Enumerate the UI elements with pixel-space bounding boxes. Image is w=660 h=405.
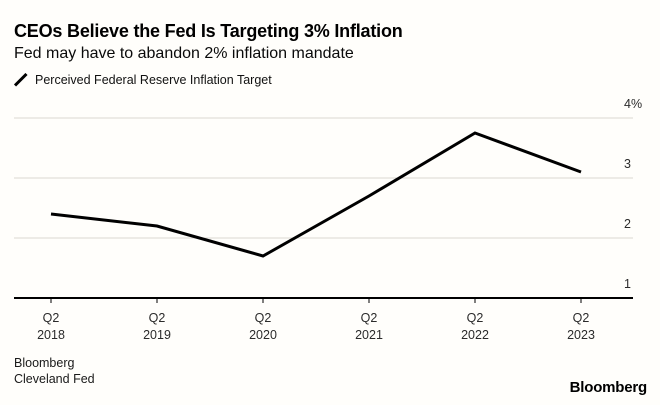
y-axis-label: 1 xyxy=(624,277,631,291)
y-axis-label: 4% xyxy=(624,97,642,111)
series-line xyxy=(50,131,582,258)
source-line-1: Bloomberg xyxy=(14,356,75,370)
chart-subtitle: Fed may have to abandon 2% inflation man… xyxy=(14,45,354,62)
chart-area: 1 2 3 4% Q2 2018 Q2 2019 Q2 2020 Q2 2021 Q2 2022 Q2 202… xyxy=(0,95,660,350)
source-note: Bloomberg Cleveland Fed xyxy=(14,356,95,387)
x-tick-label-year: 2021 xyxy=(355,328,383,342)
y-axis-label: 3 xyxy=(624,157,631,171)
x-tick-label-quarter: Q2 xyxy=(43,311,60,325)
x-tick-label-quarter: Q2 xyxy=(255,311,272,325)
chart-title: CEOs Believe the Fed Is Targeting 3% Inf… xyxy=(14,21,403,41)
bloomberg-logo: Bloomberg xyxy=(569,379,648,396)
line-swatch-icon xyxy=(14,73,28,87)
x-tick-label-year: 2019 xyxy=(143,328,171,342)
x-tick-label-quarter: Q2 xyxy=(361,311,378,325)
x-tick-label-quarter: Q2 xyxy=(149,311,166,325)
inflation-chart-svg: 1 2 3 4% Q2 2018 Q2 2019 Q2 2020 Q2 2021 Q2 2022 Q2 202… xyxy=(14,97,642,342)
legend-label: Perceived Federal Reserve Inflation Targ… xyxy=(35,73,272,87)
x-tick-label-quarter: Q2 xyxy=(467,311,484,325)
x-tick-label-quarter: Q2 xyxy=(573,311,590,325)
x-tick-label-year: 2022 xyxy=(461,328,489,342)
legend: Perceived Federal Reserve Inflation Targ… xyxy=(14,73,272,87)
x-tick-label-year: 2020 xyxy=(249,328,277,342)
x-tick-label-year: 2018 xyxy=(37,328,65,342)
source-line-2: Cleveland Fed xyxy=(14,371,95,386)
x-tick-label-year: 2023 xyxy=(567,328,595,342)
y-axis-label: 2 xyxy=(624,217,631,231)
